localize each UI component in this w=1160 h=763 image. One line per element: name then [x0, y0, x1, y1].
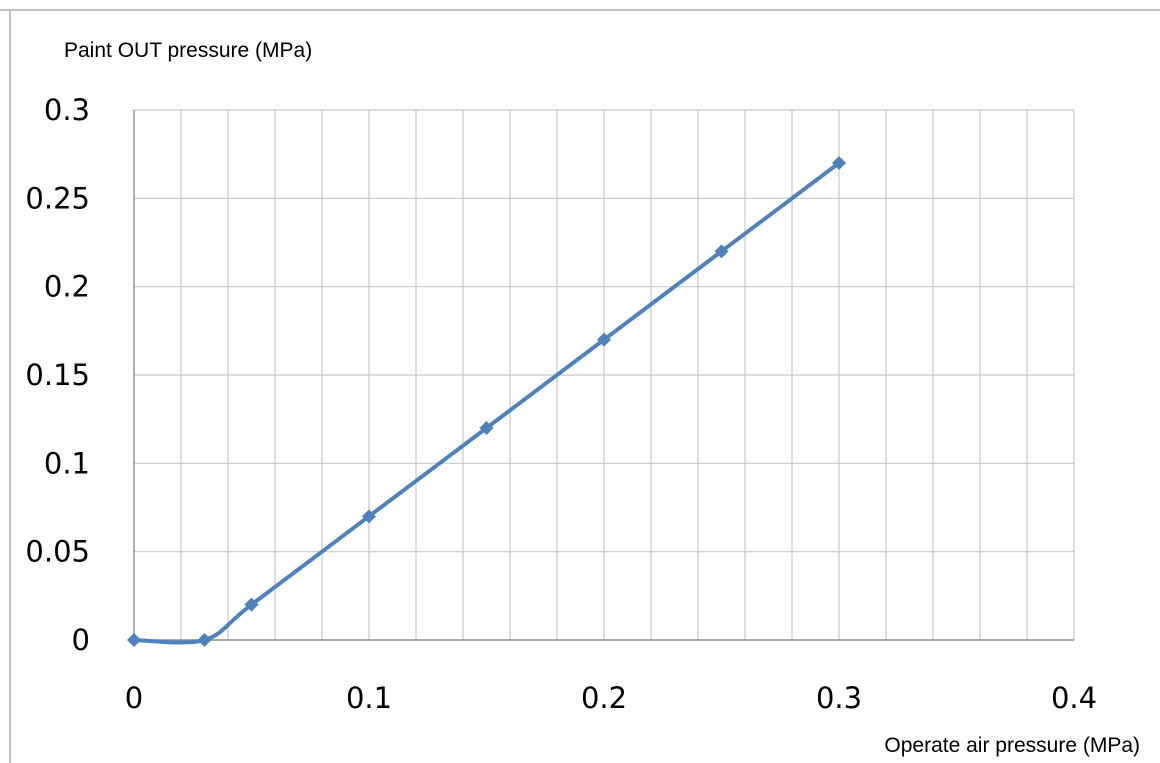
data-point-marker — [597, 332, 611, 347]
data-point-marker — [244, 597, 259, 612]
y-tick-label: 0.15 — [25, 358, 90, 392]
x-tick-label: 0.2 — [581, 681, 627, 715]
y-tick-label: 0.1 — [44, 446, 90, 480]
series-group — [127, 156, 846, 647]
data-point-marker — [197, 633, 212, 647]
data-point-marker — [714, 244, 729, 259]
x-tick-label: 0.1 — [346, 681, 392, 715]
y-tick-label: 0.05 — [25, 535, 90, 569]
y-axis-title: Paint OUT pressure (MPa) — [64, 39, 312, 62]
y-tick-labels: 0 0.05 0.1 0.15 0.2 0.25 0.3 — [25, 93, 90, 657]
data-point-marker — [127, 633, 141, 647]
y-tick-label: 0.3 — [44, 93, 90, 127]
grid-horizontal-lines — [134, 109, 1074, 553]
y-tick-label: 0 — [72, 623, 90, 657]
y-tick-label: 0.2 — [44, 270, 90, 304]
data-point-marker — [832, 156, 846, 170]
x-tick-label: 0.4 — [1051, 681, 1097, 715]
data-point-marker — [362, 509, 376, 524]
x-tick-label: 0 — [125, 681, 143, 715]
y-tick-label: 0.25 — [25, 181, 90, 215]
x-tick-label: 0.3 — [816, 681, 862, 715]
chart-frame-border — [0, 9, 1160, 763]
data-point-marker — [479, 421, 494, 435]
series-line — [132, 161, 841, 645]
x-tick-labels: 0 0.1 0.2 0.3 0.4 — [125, 681, 1097, 715]
x-axis-title: Operate air pressure (MPa) — [884, 734, 1140, 757]
